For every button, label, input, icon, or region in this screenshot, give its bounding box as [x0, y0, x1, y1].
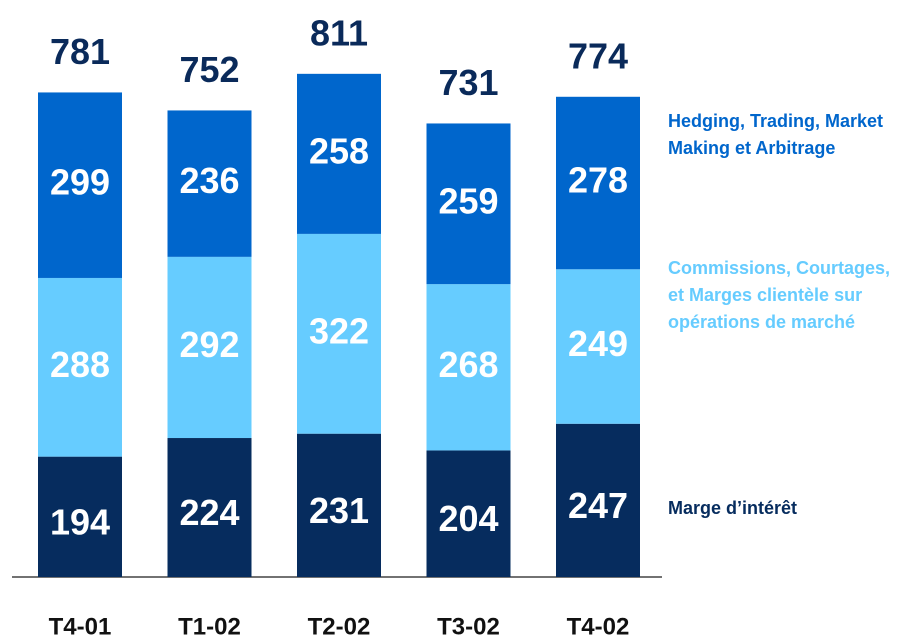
data-label: 278	[568, 160, 628, 201]
bar-segment	[167, 438, 252, 577]
bar-segment	[426, 123, 511, 285]
total-label: 811	[310, 12, 368, 53]
x-tick-label: T1-02	[178, 613, 241, 639]
x-tick-label: T4-01	[49, 613, 112, 639]
bar-segment	[38, 92, 122, 278]
data-label: 236	[179, 160, 239, 201]
data-label: 299	[50, 162, 110, 203]
data-label: 204	[438, 498, 498, 539]
bar-segment	[297, 73, 381, 234]
data-label: 322	[309, 310, 369, 351]
total-label: 752	[179, 49, 239, 90]
data-label: 288	[50, 344, 110, 385]
legend-entry: Marge d’intérêt	[668, 498, 798, 518]
bar-segment	[297, 433, 381, 577]
data-label: 268	[438, 344, 498, 385]
data-label: 259	[438, 180, 498, 221]
data-label: 258	[309, 130, 369, 171]
x-tick-label: T2-02	[308, 613, 371, 639]
data-label: 231	[309, 490, 369, 531]
bar-segment	[426, 284, 511, 451]
bar-segment	[556, 96, 640, 270]
legend-entry: Commissions, Courtages, et Marges client…	[668, 258, 891, 332]
bar-segment	[167, 110, 252, 257]
bar-segment	[297, 233, 381, 434]
data-label: 249	[568, 323, 628, 364]
bar-segment	[426, 450, 511, 577]
bar-segment	[38, 456, 122, 577]
data-label: 292	[179, 324, 239, 365]
total-label: 781	[50, 31, 110, 72]
bar-segment	[556, 423, 640, 577]
x-tick-label: T4-02	[567, 613, 630, 639]
data-label: 224	[179, 492, 239, 533]
total-label: 731	[438, 62, 498, 103]
legend-entry: Hedging, Trading, Market Making et Arbit…	[668, 111, 884, 158]
x-tick-label: T3-02	[437, 613, 500, 639]
bar-segment	[38, 277, 122, 457]
bar-segment	[556, 269, 640, 424]
bar-segment	[167, 256, 252, 439]
data-label: 247	[568, 485, 628, 526]
data-label: 194	[50, 501, 110, 542]
total-label: 774	[568, 35, 628, 76]
